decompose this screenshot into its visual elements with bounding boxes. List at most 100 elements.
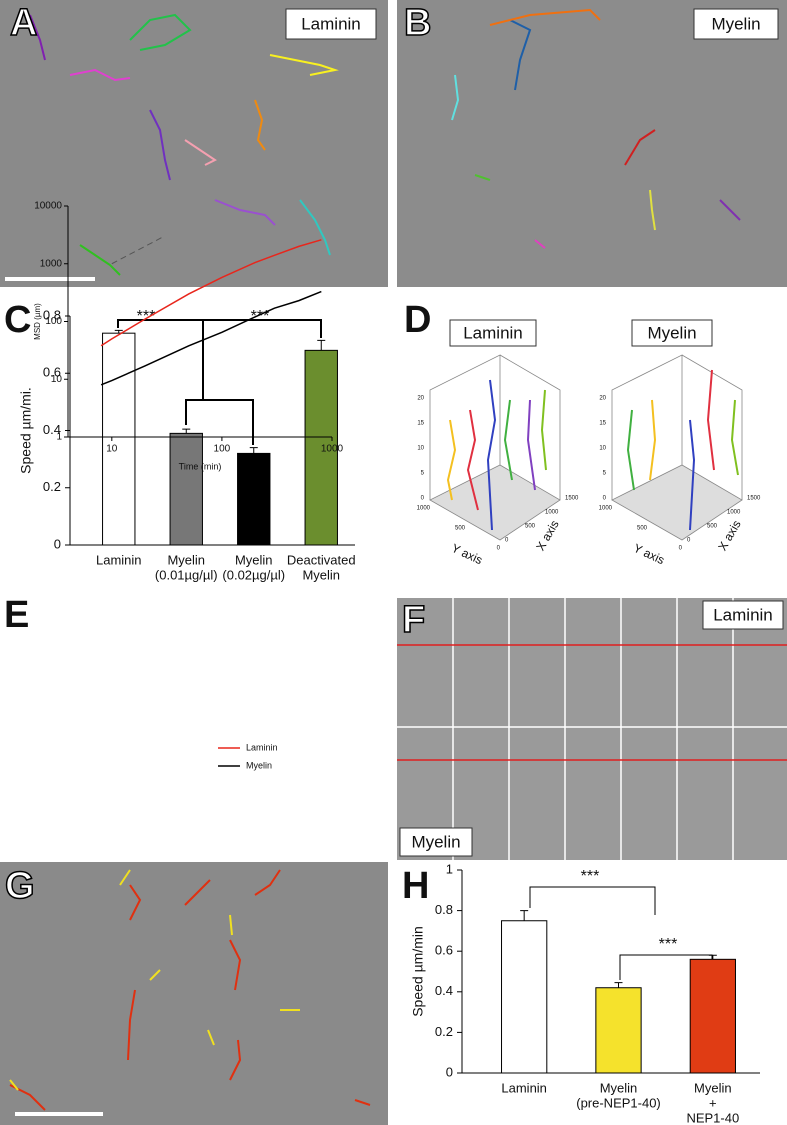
x-axis-title: X axis	[533, 518, 561, 553]
label-box	[399, 827, 473, 857]
micrograph-a	[0, 0, 388, 287]
panel-label: Laminin	[713, 605, 773, 624]
x-tick-label: 1000	[727, 510, 741, 516]
y-axis-title: Y axis	[631, 541, 666, 567]
panel-label: Laminin	[463, 323, 523, 342]
significance: ***	[251, 308, 270, 325]
significance: ***	[581, 868, 600, 885]
y-tick-label: 0.4	[43, 422, 61, 437]
z-tick-label: 20	[599, 396, 606, 402]
z-tick-label: 5	[603, 471, 607, 477]
z-tick-label: 10	[417, 446, 424, 452]
panel-letter: A	[10, 2, 37, 44]
x-tick-label: Myelin	[600, 1080, 638, 1095]
panel-label: Myelin	[711, 14, 760, 33]
y-tick-label: 0.4	[435, 983, 453, 998]
x-tick-label: (0.01µg/µl)	[155, 567, 218, 582]
panel-letter: D	[404, 299, 431, 341]
error-bar	[182, 428, 191, 434]
x-axis-title: Time (min)	[179, 461, 222, 471]
bar	[304, 349, 338, 546]
panel-letter: H	[402, 865, 429, 907]
panel-label: Laminin	[301, 14, 361, 33]
significance: ***	[659, 936, 678, 953]
error-bar	[520, 910, 529, 921]
y-tick-label: 100	[45, 316, 62, 327]
label-box	[693, 8, 779, 40]
y-tick-label: 1	[446, 861, 453, 876]
x-tick-label: Deactivated	[287, 552, 356, 567]
y-tick-label: 0.8	[43, 307, 61, 322]
x-tick-label: 500	[707, 524, 718, 530]
panel-label: Myelin	[647, 323, 696, 342]
z-tick-label: 5	[421, 471, 425, 477]
3d-plots	[429, 354, 743, 541]
x-tick-label: Myelin	[302, 567, 340, 582]
z-tick-label: 15	[417, 421, 424, 427]
bar	[595, 987, 642, 1074]
error-bar	[614, 982, 623, 988]
x-tick-label: Laminin	[96, 552, 142, 567]
time-lapse	[397, 598, 787, 860]
3d-tracks	[446, 369, 739, 531]
y-tick-label: 1	[56, 432, 62, 443]
x-tick-label: 1500	[565, 496, 579, 502]
x-tick-label: (pre-NEP1-40)	[576, 1095, 661, 1110]
x-tick-label: Myelin	[235, 552, 273, 567]
panel-letter: C	[4, 299, 31, 341]
y-tick-label: 0.6	[435, 943, 453, 958]
x-tick-label: 1000	[321, 444, 344, 455]
y-tick-label: 0	[497, 546, 501, 552]
line	[100, 239, 322, 347]
y-tick-label: 0	[446, 1064, 453, 1079]
y-tick-label: 0	[679, 546, 683, 552]
x-tick-label: (0.02µg/µl)	[222, 567, 285, 582]
z-tick-label: 0	[603, 496, 607, 502]
y-tick-label: 500	[455, 526, 466, 532]
label-box	[702, 600, 784, 630]
x-tick-label: 1000	[545, 510, 559, 516]
bar	[689, 958, 736, 1074]
x-tick-label: 1500	[747, 496, 761, 502]
legend-label: Laminin	[246, 742, 278, 752]
z-tick-label: 10	[599, 446, 606, 452]
y-tick-label: 0.2	[435, 1024, 453, 1039]
y-tick-label: 500	[637, 526, 648, 532]
x-tick-label: Laminin	[501, 1080, 547, 1095]
frame-dividers	[397, 598, 787, 860]
panel-letter: E	[4, 594, 29, 636]
z-tick-label: 0	[421, 496, 425, 502]
x-tick-label: 0	[687, 538, 691, 544]
x-tick-label: 10	[106, 444, 118, 455]
bar	[102, 332, 136, 546]
error-bar	[249, 447, 258, 454]
x-tick-label: Myelin	[167, 552, 205, 567]
x-tick-label: NEP1-40	[686, 1110, 739, 1125]
y-axis-title: Speed µm/mi.	[18, 387, 34, 474]
panel-label: Myelin	[411, 832, 460, 851]
label-box	[449, 319, 537, 347]
panel-letter: F	[402, 599, 425, 641]
error-bar	[708, 954, 717, 960]
y-tick-label: 10	[51, 374, 63, 385]
tracks-a	[29, 13, 339, 276]
error-bar	[114, 329, 123, 334]
z-tick-label: 15	[599, 421, 606, 427]
micrograph-g	[0, 862, 388, 1125]
legend-label: Myelin	[246, 760, 272, 770]
y-tick-label: 10000	[34, 201, 62, 212]
significance-brackets	[117, 319, 322, 445]
y-tick-label: 0	[54, 536, 61, 551]
bar	[237, 452, 271, 546]
micrograph-b	[397, 0, 787, 287]
y-tick-label: 0.6	[43, 365, 61, 380]
y-axis-title: Speed µm/min	[410, 926, 426, 1017]
y-tick-label: 1000	[417, 506, 431, 512]
line	[100, 290, 322, 386]
tracks-b	[451, 8, 741, 249]
x-tick-label: 500	[525, 524, 536, 530]
y-tick-label: 0.2	[43, 479, 61, 494]
y-axis-title: Y axis	[449, 541, 484, 567]
y-tick-label: 1000	[599, 506, 613, 512]
